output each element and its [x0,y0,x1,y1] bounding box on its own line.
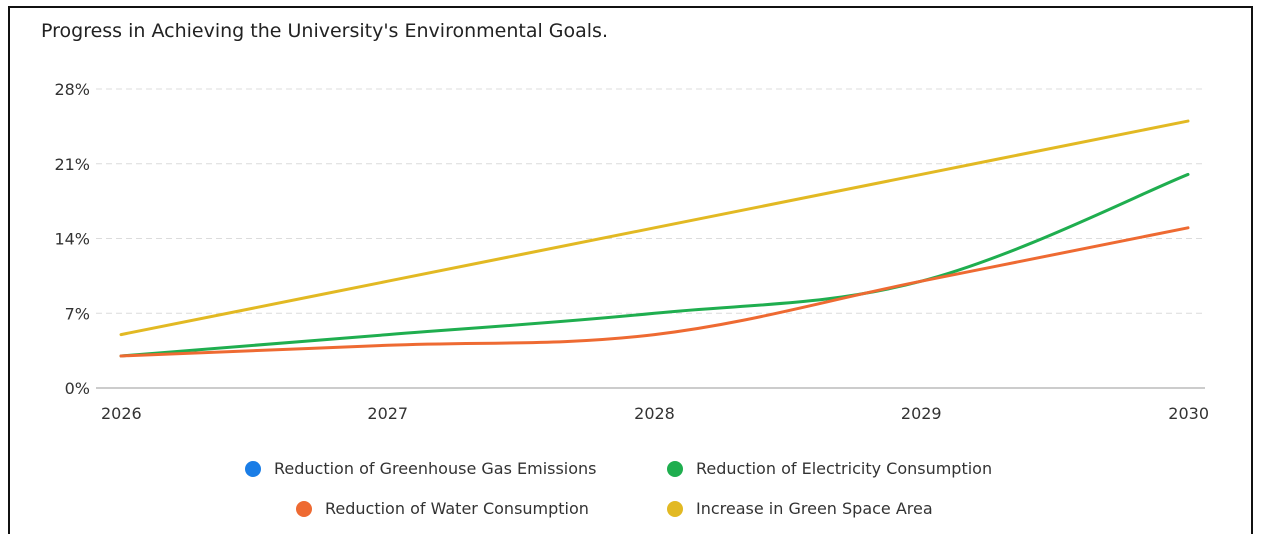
y-tick-label: 14% [54,230,90,249]
y-tick-label: 7% [65,304,90,323]
legend-marker [245,460,261,477]
legend-marker [667,460,683,477]
legend-item-green-space[interactable]: Increase in Green Space Area [667,499,933,518]
x-tick-label: 2027 [367,404,408,423]
chart-title: Progress in Achieving the University's E… [41,20,608,42]
x-tick-label: 2030 [1168,404,1209,423]
legend-marker [667,500,683,517]
legend-label: Reduction of Water Consumption [325,499,589,518]
x-tick-label: 2026 [101,404,142,423]
y-tick-label: 21% [54,155,90,174]
legend-item-water[interactable]: Reduction of Water Consumption [296,499,589,518]
y-tick-label: 0% [65,379,90,398]
legend-item-greenhouse-gas[interactable]: Reduction of Greenhouse Gas Emissions [245,459,597,478]
series-line-increase-in-green-space-area [119,119,1190,337]
chart-frame [8,6,1253,534]
legend-label: Reduction of Electricity Consumption [696,459,993,478]
series-line-reduction-of-water-consumption [119,226,1190,358]
legend-marker [296,500,312,517]
x-tick-label: 2029 [901,404,942,423]
series-line-reduction-of-electricity-consumption [119,172,1190,358]
legend-label: Increase in Green Space Area [696,499,933,518]
legend-label: Reduction of Greenhouse Gas Emissions [274,459,597,478]
x-tick-label: 2028 [634,404,675,423]
y-tick-label: 28% [54,80,90,99]
legend-item-electricity[interactable]: Reduction of Electricity Consumption [667,459,992,478]
